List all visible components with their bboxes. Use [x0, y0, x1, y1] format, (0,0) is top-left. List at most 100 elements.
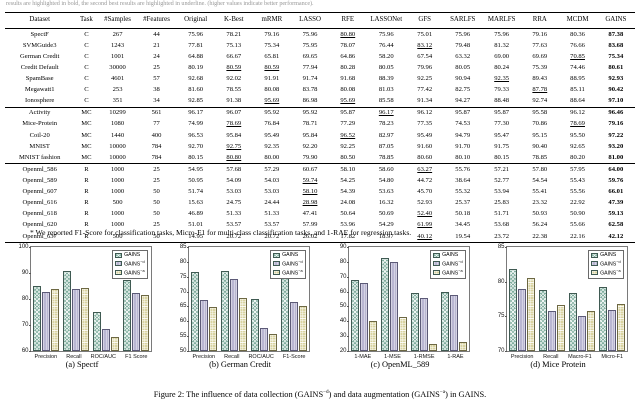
table-row: MNIST MC 10000 784 92.70 92.75 92.35 92.20 92.25…: [5, 141, 635, 152]
table-cell: 53.03: [226, 188, 242, 196]
bar-gains-d: [41, 291, 51, 351]
table-cell: 54.29: [378, 221, 394, 229]
table-cell: 54.54: [532, 177, 548, 185]
table-cell: 80.59: [264, 63, 280, 71]
table-cell: 95.47: [494, 131, 510, 139]
table-cell: 51.33: [264, 210, 280, 218]
table-cell: 81.00: [608, 153, 624, 161]
table-cell: 83.78: [302, 86, 318, 94]
table-cell: 15.63: [188, 199, 204, 207]
table-cell: 63.27: [406, 163, 444, 176]
table-cell: 28.98: [302, 199, 318, 207]
bar-group: [93, 247, 119, 351]
bar-gains-d: [71, 288, 81, 351]
table-cell: R: [84, 221, 89, 229]
table-cell: 57.68: [214, 163, 253, 176]
table-cell: 77.35: [417, 120, 433, 128]
table-cell: 79.16: [264, 30, 280, 38]
bar-gains: [441, 291, 450, 351]
table-cell: 80.61: [608, 63, 624, 71]
table-cell: 54.80: [378, 177, 394, 185]
table-cell: 80.24: [494, 63, 510, 71]
table-cell: 92.75: [226, 142, 242, 150]
column-header-dataset: Dataset: [29, 16, 51, 24]
table-cell: 53.63: [378, 188, 394, 196]
table-cell: 60.67: [290, 163, 330, 176]
table-cell: 51.33: [226, 210, 242, 218]
table-cell: C: [84, 30, 89, 38]
table-cell: 96.07: [214, 106, 253, 119]
table-cell: 95.15: [532, 131, 548, 139]
table-cell: 52.77: [494, 177, 510, 185]
table-cell: 80.19: [188, 63, 204, 71]
chart-panel-b: 50 55 60 65 70 75 80 85 GAINS GAINS−d GAINS−a Preci…: [160, 243, 320, 388]
table-cell: 92.68: [188, 75, 204, 83]
table-cell: 69.00: [494, 52, 510, 60]
table-cell: 25.37: [455, 199, 471, 207]
bar-group: [351, 247, 377, 351]
x-axis-tick: Precision: [510, 354, 534, 360]
bar-gains-d: [101, 329, 111, 351]
y-axis-tick: 100: [18, 244, 32, 250]
table-cell: 74.46: [570, 63, 585, 71]
table-cell: 46.89: [188, 210, 204, 218]
table-cell: 75.96: [302, 30, 318, 38]
x-axis-tick: Precision: [192, 354, 216, 360]
table-cell: 79.96: [417, 63, 433, 71]
table-cell: 91.74: [302, 75, 318, 83]
table-cell: 500: [112, 199, 123, 207]
column-header-gfs: GFS: [418, 16, 432, 24]
table-cell: 10000: [109, 153, 126, 161]
table-cell: 25: [153, 221, 160, 229]
table-row: Openml_586 R 1000 25 54.95 57.68 57.29 60.67 58.…: [5, 163, 635, 176]
table-row: Openml_637 R 500 50 14.95 20.72 20.72 26.02 17.8…: [5, 231, 635, 244]
table-cell: 23.72: [482, 231, 522, 244]
y-axis-tick: 80: [179, 258, 189, 265]
table-cell: 91.70: [455, 142, 471, 150]
subfigure-caption: (b) German Credit: [209, 360, 271, 369]
legend-entry: GAINS: [114, 252, 145, 258]
table-cell: 95.69: [264, 97, 280, 105]
table-header: Dataset Task #Samples #Features Original K-Be…: [5, 12, 635, 29]
table-cell: 50.90: [570, 210, 585, 218]
table-cell: 75.96: [378, 30, 394, 38]
x-axis-labels: 1-MAE 1-MSE 1-RMSE 1-RAE: [348, 354, 470, 360]
table-cell: 95.84: [226, 131, 242, 139]
column-header-marlfs: MARLFS: [487, 16, 516, 24]
row-dataset-name: Openml_616: [22, 199, 57, 207]
y-axis-tick: 20: [339, 348, 349, 354]
figure-caption-pre: Figure 2: The influence of data collecti…: [153, 389, 324, 399]
y-axis-tick: 55: [179, 333, 189, 340]
bar-group: [63, 247, 89, 351]
table-cell: 34: [153, 97, 160, 105]
x-axis-tick: 1-RAE: [447, 354, 464, 360]
table-cell: 79.48: [455, 41, 471, 49]
table-cell: 53.57: [264, 221, 280, 229]
bar-gains-d: [359, 283, 369, 351]
table-cell: 1000: [98, 163, 137, 176]
column-header-gains: GAINS: [605, 16, 627, 24]
table-cell: 78.69: [226, 120, 242, 128]
row-dataset-name: Mice-Protein: [22, 120, 58, 128]
table-cell: 76.44: [378, 41, 394, 49]
table-cell: 82.75: [455, 86, 471, 94]
y-axis-tick: 75: [179, 273, 189, 280]
table-cell: 92.65: [570, 142, 585, 150]
table-cell: 91.34: [417, 97, 433, 105]
table-cell: 75.96: [494, 30, 510, 38]
bar-gains-a: [586, 310, 595, 351]
table-cell: 80.80: [340, 30, 356, 38]
table-cell: 57.80: [521, 163, 559, 176]
table-cell: 47.41: [302, 210, 318, 218]
table-cell: 44.72: [417, 177, 433, 185]
figure-caption-sup-d: −d: [323, 389, 329, 395]
table-cell: 97.22: [608, 131, 624, 139]
bar-gains-a: [616, 303, 625, 351]
table-cell: 80.05: [455, 63, 471, 71]
bar-gains: [251, 299, 260, 351]
table-cell: 96.12: [558, 106, 597, 119]
table-cell: 57.95: [558, 163, 597, 176]
table-cell: 70.85: [570, 52, 585, 60]
table-cell: 92.25: [340, 142, 356, 150]
table-cell: 58.10: [329, 163, 367, 176]
